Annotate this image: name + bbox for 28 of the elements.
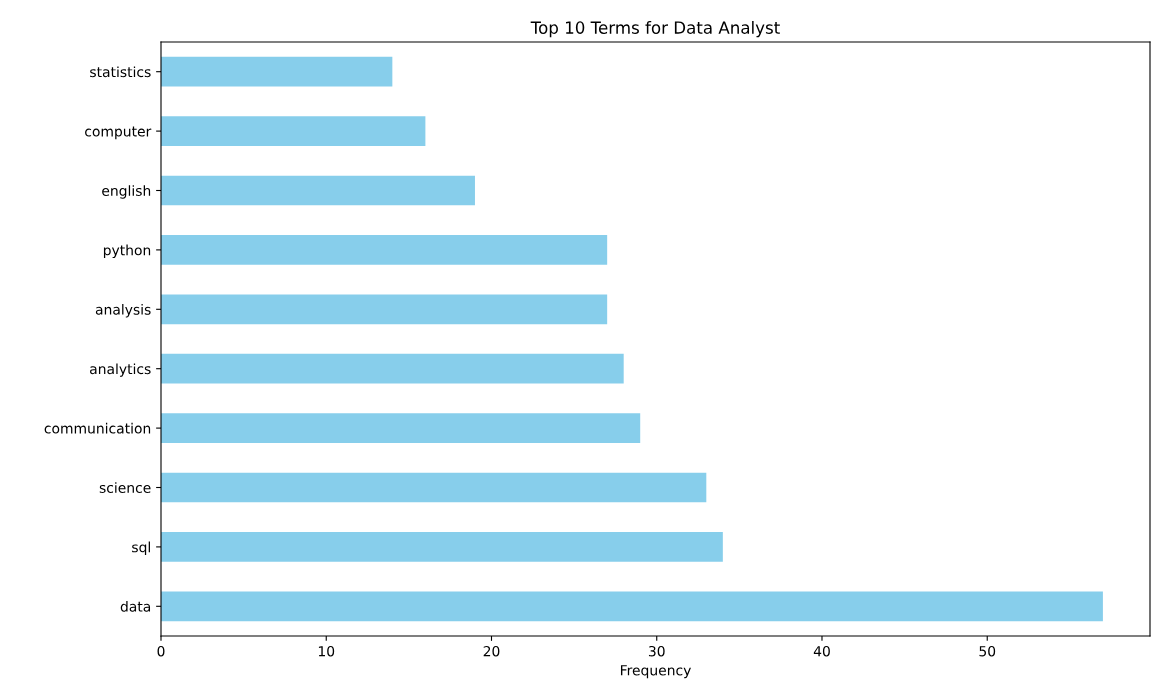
y-tick-label: sql: [132, 541, 150, 556]
x-tick-label: 40: [813, 645, 830, 657]
x-tick-label: 0: [157, 645, 165, 657]
bar: [161, 413, 641, 443]
x-axis-title: Frequency: [620, 665, 691, 679]
bar: [161, 294, 608, 325]
x-tick-label: 50: [979, 645, 996, 657]
bar: [161, 235, 608, 265]
chart-title: Top 10 Terms for Data Analyst: [530, 21, 780, 38]
bar: [161, 56, 393, 87]
y-tick-label: science: [99, 482, 151, 493]
bar: [161, 175, 475, 206]
y-tick-label: python: [103, 244, 151, 259]
bar: [161, 116, 426, 146]
bar: [161, 591, 1103, 622]
bar: [161, 353, 624, 384]
y-tick-label: statistics: [90, 66, 151, 78]
x-tick-label: 10: [318, 645, 335, 657]
y-tick-label: english: [102, 185, 151, 199]
x-tick-label: 20: [483, 645, 500, 657]
y-tick-label: communication: [44, 422, 151, 434]
y-tick-label: analytics: [90, 363, 151, 377]
y-tick-label: data: [120, 601, 151, 612]
bar: [161, 532, 723, 562]
bar: [161, 472, 707, 503]
y-tick-label: analysis: [95, 304, 151, 318]
x-tick-label: 30: [648, 645, 665, 657]
y-tick-label: computer: [85, 126, 152, 140]
